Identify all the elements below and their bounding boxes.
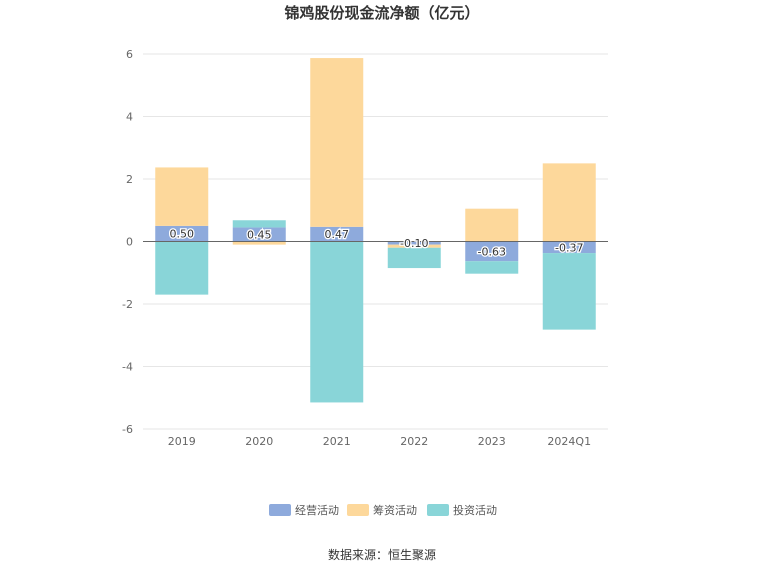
source-note: 数据来源：恒生聚源 (328, 547, 436, 562)
data-label: -0.63 (478, 245, 506, 258)
legend-swatch (427, 504, 449, 516)
bar-investing (155, 241, 209, 295)
legend-label: 筹资活动 (373, 503, 417, 517)
y-tick-label: 6 (126, 48, 133, 61)
y-tick-label: -2 (122, 298, 133, 311)
legend: 经营活动 筹资活动 投资活动 (269, 503, 497, 517)
bar-financing (155, 167, 209, 226)
legend-label: 投资活动 (453, 503, 497, 517)
legend-swatch (347, 504, 369, 516)
bar-investing (310, 241, 364, 403)
y-axis: 6 4 2 0 -2 -4 -6 (122, 48, 133, 436)
bar-operating (310, 226, 364, 242)
x-tick-label: 2019 (168, 435, 196, 448)
y-tick-label: 4 (126, 111, 133, 124)
bar-operating (387, 241, 441, 245)
data-label: 0.47 (325, 228, 350, 241)
data-label: -0.10 (400, 237, 428, 250)
y-tick-label: -6 (122, 423, 133, 436)
bar-investing (465, 261, 519, 274)
bar-series (155, 58, 596, 403)
x-tick-label: 2021 (323, 435, 351, 448)
x-tick-label: 2024Q1 (547, 435, 591, 448)
x-tick-label: 2023 (478, 435, 506, 448)
data-label: 0.45 (247, 228, 272, 241)
bar-investing (387, 247, 441, 269)
bar-financing (310, 58, 364, 227)
x-tick-label: 2022 (400, 435, 428, 448)
bar-financing (232, 241, 286, 245)
bar-investing (232, 220, 286, 228)
bar-financing (542, 163, 596, 242)
data-label: -0.37 (555, 241, 583, 254)
y-tick-label: -4 (122, 361, 133, 374)
x-tick-label: 2020 (245, 435, 273, 448)
bar-operating (542, 241, 596, 254)
bar-investing (542, 253, 596, 330)
bar-financing (387, 244, 441, 248)
bar-financing (465, 208, 519, 242)
x-axis: 2019 2020 2021 2022 2023 2024Q1 (143, 428, 608, 448)
bar-operating (232, 227, 286, 242)
bar-operating (465, 241, 519, 262)
legend-swatch (269, 504, 291, 516)
bar-operating (155, 225, 209, 242)
legend-label: 经营活动 (295, 503, 339, 517)
y-tick-label: 0 (126, 236, 133, 249)
data-labels: 0.50 0.45 0.47 -0.10 -0.63 -0.37 (168, 226, 584, 259)
chart-title: 锦鸡股份现金流净额（亿元） (284, 4, 479, 22)
data-label: 0.50 (170, 228, 195, 241)
y-tick-label: 2 (126, 173, 133, 186)
